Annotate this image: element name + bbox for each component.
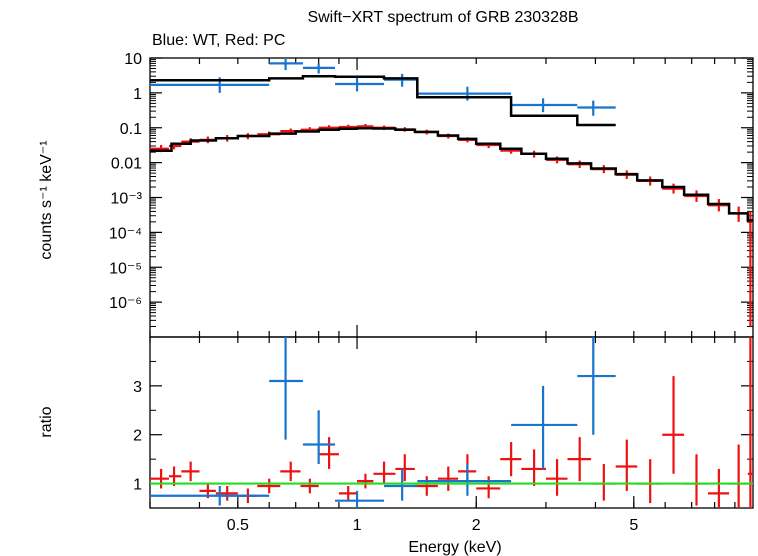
x-tick-label: 5 bbox=[629, 517, 638, 534]
pc-data-point bbox=[747, 211, 753, 327]
lower-y-tick-label: 3 bbox=[133, 379, 142, 396]
wt-ratio-point bbox=[577, 337, 616, 435]
upper-y-tick-label: 1 bbox=[133, 86, 142, 103]
chart-subtitle: Blue: WT, Red: PC bbox=[152, 32, 285, 49]
upper-y-tick-label: 0.01 bbox=[111, 156, 142, 173]
x-tick-label: 0.5 bbox=[227, 517, 249, 534]
pc-ratio-point bbox=[257, 478, 281, 494]
pc-ratio-point bbox=[591, 464, 616, 501]
lower-y-tick-label: 1 bbox=[133, 477, 142, 494]
wt-data-point bbox=[577, 100, 616, 116]
wt-data-point bbox=[302, 63, 336, 74]
pc-model-line bbox=[150, 126, 753, 222]
pc-data-point bbox=[684, 190, 709, 202]
upper-y-tick-label: 10⁻³ bbox=[110, 191, 142, 208]
upper-y-tick-label: 10 bbox=[124, 51, 142, 68]
pc-ratio-point bbox=[181, 461, 200, 482]
pc-ratio-point bbox=[150, 468, 169, 489]
upper-y-tick-label: 10⁻⁶ bbox=[109, 295, 142, 312]
pc-ratio-point bbox=[662, 376, 685, 474]
pc-ratio-point bbox=[747, 337, 753, 508]
wt-data-point bbox=[269, 58, 303, 71]
upper-y-tick-label: 10⁻⁴ bbox=[109, 225, 142, 242]
pc-ratio-point bbox=[500, 442, 522, 477]
pc-ratio-point bbox=[414, 476, 438, 496]
upper-frame bbox=[149, 57, 754, 338]
wt-ratio-point bbox=[417, 464, 512, 496]
wt-ratio-point bbox=[269, 337, 303, 440]
pc-ratio-point bbox=[357, 473, 374, 489]
upper-y-tick-label: 0.1 bbox=[120, 121, 142, 138]
pc-ratio-point bbox=[521, 449, 546, 487]
wt-ratio-point bbox=[384, 468, 418, 501]
wt-data-point bbox=[511, 98, 578, 113]
lower-y-tick-label: 2 bbox=[133, 428, 142, 445]
spectrum-panel: 10 1 0.1 0.01 10⁻³ 10⁻⁴ 10⁻⁵ 10⁻⁶ bbox=[109, 51, 754, 338]
pc-data-point bbox=[662, 183, 685, 194]
pc-ratio-point bbox=[708, 468, 730, 508]
pc-ratio-point bbox=[729, 444, 748, 508]
pc-ratio-point bbox=[615, 439, 638, 491]
wt-model-line bbox=[150, 74, 616, 127]
upper-y-tick-label: 10⁻⁵ bbox=[109, 260, 142, 277]
wt-ratio-point bbox=[150, 486, 270, 506]
pc-ratio-point bbox=[338, 486, 358, 501]
pc-ratio-point bbox=[545, 459, 568, 496]
pc-ratio-point bbox=[567, 437, 592, 482]
wt-data-point bbox=[417, 86, 512, 101]
pc-ratio-point bbox=[395, 454, 415, 482]
pc-ratio-point bbox=[637, 459, 663, 504]
pc-ratio-point bbox=[476, 476, 501, 499]
ratio-panel: 1 2 3 0.5 1 2 5 bbox=[133, 336, 754, 534]
wt-ratio-point bbox=[335, 490, 385, 508]
wt-data-point bbox=[384, 73, 418, 87]
pc-ratio-point bbox=[318, 437, 339, 469]
lower-y-axis-label: ratio bbox=[38, 406, 55, 437]
pc-ratio-point bbox=[373, 461, 396, 484]
wt-ratio-point bbox=[511, 385, 578, 469]
wt-ratio-point bbox=[302, 410, 336, 465]
pc-ratio-point bbox=[280, 461, 301, 482]
pc-ratio-point bbox=[300, 478, 319, 494]
pc-ratio-point bbox=[684, 454, 709, 506]
upper-y-axis-label: counts s⁻¹ keV⁻¹ bbox=[38, 140, 55, 259]
wt-data-point bbox=[335, 77, 385, 92]
pc-ratio-point bbox=[437, 466, 459, 491]
chart-title: Swift−XRT spectrum of GRB 230328B bbox=[307, 9, 578, 26]
x-tick-label: 1 bbox=[353, 517, 362, 534]
x-tick-label: 2 bbox=[472, 517, 481, 534]
lower-frame bbox=[149, 336, 754, 509]
x-axis-label: Energy (keV) bbox=[408, 539, 501, 556]
